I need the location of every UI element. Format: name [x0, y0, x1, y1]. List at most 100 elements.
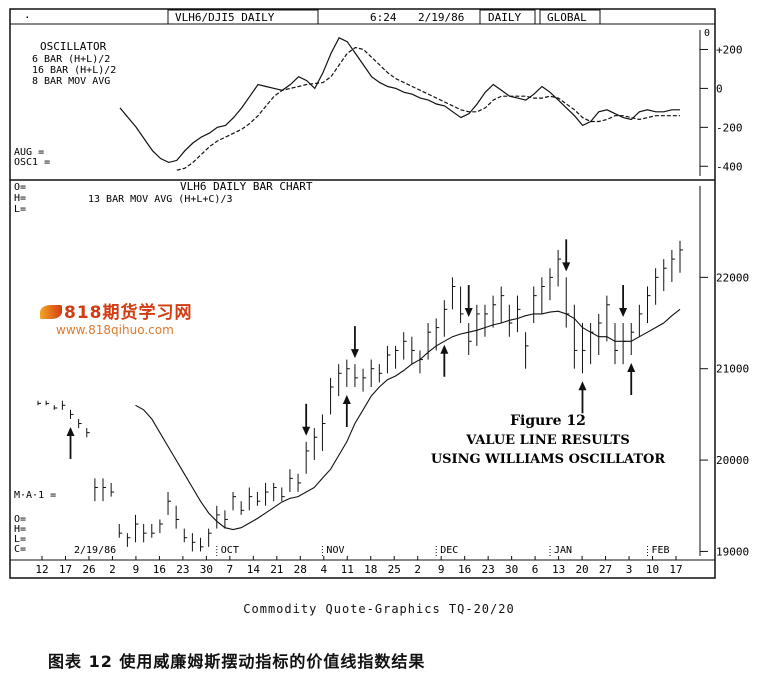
month-label: DEC	[440, 545, 458, 556]
watermark: 818期货学习网 www.818qihuo.com	[40, 298, 220, 337]
figure-number: Figure 12	[510, 413, 586, 429]
down-arrow-head	[350, 349, 359, 359]
x-tick-label: 28	[294, 563, 307, 576]
x-tick-label: 21	[270, 563, 283, 576]
price-o2-label: O=	[14, 514, 26, 525]
header-dot: ·	[24, 11, 31, 24]
osc-series-line	[176, 46, 680, 171]
price-tick-label: 21000	[716, 363, 749, 376]
price-tick-label: 20000	[716, 454, 749, 467]
osc-series-line	[119, 37, 680, 164]
down-arrow-head	[619, 308, 628, 318]
figure-title-1: VALUE LINE RESULTS	[465, 433, 629, 448]
watermark-logo: 818期货学习网	[40, 298, 220, 323]
header-period: DAILY	[488, 11, 521, 24]
x-tick-label: 13	[552, 563, 565, 576]
x-tick-label: 2	[109, 563, 116, 576]
outer-frame	[9, 8, 716, 579]
price-l2-label: L=	[14, 534, 26, 545]
x-tick-label: 23	[482, 563, 495, 576]
osc-aug: AUG =	[14, 147, 44, 158]
x-tick-label: 11	[341, 563, 354, 576]
x-tick-label: 14	[247, 563, 261, 576]
x-tick-label: 23	[176, 563, 189, 576]
x-tick-label: 3	[626, 563, 633, 576]
osc-tick-label: -200	[716, 121, 743, 134]
signal-arrows	[66, 239, 636, 459]
osc-zero-marker: 0	[704, 28, 710, 39]
price-tick-label: 19000	[716, 545, 749, 558]
figure-title-2: USING WILLIAMS OSCILLATOR	[431, 452, 666, 467]
x-tick-label: 26	[82, 563, 95, 576]
header-date: 2/19/86	[418, 11, 464, 24]
header-mode-box	[539, 9, 601, 25]
osc-tick-label: -400	[716, 160, 743, 173]
osc-osc1: OSC1 =	[14, 157, 50, 168]
x-tick-label: 30	[505, 563, 518, 576]
figure-caption: 图表 12 使用威廉姆斯摆动指标的价值线指数结果	[48, 652, 426, 671]
osc-title: OSCILLATOR	[40, 40, 107, 53]
osc-line2: 16 BAR (H+L)/2	[32, 65, 116, 76]
ma-label: M·A·1 =	[14, 490, 56, 501]
x-tick-label: 10	[646, 563, 659, 576]
month-label: JAN	[554, 545, 572, 556]
osc-line1: 6 BAR (H+L)/2	[32, 54, 110, 65]
x-tick-label: 17	[59, 563, 72, 576]
up-arrow-head	[578, 381, 587, 391]
price-c2-label: C=	[14, 544, 26, 555]
price-y-axis: 22000 21000 20000 19000	[699, 186, 749, 558]
watermark-logo-text: 818期货学习网	[64, 303, 193, 323]
up-arrow-head	[66, 426, 75, 436]
header-symbol: VLH6/DJI5 DAILY	[175, 11, 275, 24]
up-arrow-head	[342, 394, 351, 404]
price-h2-label: H=	[14, 524, 26, 535]
x-tick-label: 17	[669, 563, 682, 576]
x-tick-label: 16	[458, 563, 471, 576]
x-tick-label: 16	[153, 563, 166, 576]
moving-average-line	[135, 308, 681, 531]
x-tick-label: 6	[532, 563, 539, 576]
price-l-label: L=	[14, 204, 26, 215]
up-arrow-head	[440, 344, 449, 354]
start-date: 2/19/86	[74, 545, 116, 556]
x-tick-label: 4	[320, 563, 327, 576]
month-label: OCT	[221, 545, 239, 556]
x-tick-label: 30	[200, 563, 213, 576]
osc-tick-label: +200	[716, 43, 743, 56]
month-label: FEB	[651, 545, 669, 556]
x-tick-label: 25	[388, 563, 401, 576]
price-tick-label: 22000	[716, 271, 749, 284]
up-arrow-head	[627, 363, 636, 373]
header-time: 6:24	[370, 11, 397, 24]
month-label: NOV	[326, 545, 344, 556]
x-tick-label: 18	[364, 563, 377, 576]
osc-line3: 8 BAR MOV AVG	[32, 76, 110, 87]
oscillator-layer	[119, 37, 680, 171]
oscillator-y-axis: +200 0 -200 -400	[699, 30, 743, 176]
down-arrow-head	[562, 262, 571, 272]
x-axis-ticks: 12 17 26 2 9 16 23 30 7 14 21 28 4 11 18 25 2 9 16 23 30 6 13 2…	[35, 556, 683, 576]
header-period-box	[479, 9, 536, 25]
down-arrow-head	[464, 308, 473, 318]
price-title: VLH6 DAILY BAR CHART	[180, 180, 313, 193]
header-symbol-box	[167, 9, 319, 25]
down-arrow-head	[302, 426, 311, 436]
watermark-url: www.818qihuo.com	[56, 323, 174, 337]
osc-tick-label: 0	[716, 82, 723, 95]
price-o-label: O=	[14, 182, 26, 193]
price-subtitle: 13 BAR MOV AVG (H+L+C)/3	[88, 194, 233, 205]
x-tick-label: 27	[599, 563, 612, 576]
x-tick-label: 12	[35, 563, 48, 576]
price-h-label: H=	[14, 193, 26, 204]
x-tick-label: 2	[414, 563, 421, 576]
watermark-swoosh-icon	[40, 305, 62, 319]
source-credit: Commodity Quote-Graphics TQ-20/20	[243, 602, 515, 616]
month-markers: OCT NOV DEC JAN FEB	[216, 545, 670, 556]
x-tick-label: 9	[438, 563, 445, 576]
x-tick-label: 9	[133, 563, 140, 576]
x-tick-label: 7	[227, 563, 234, 576]
header-mode: GLOBAL	[547, 11, 587, 24]
x-tick-label: 20	[575, 563, 588, 576]
price-layer	[37, 240, 683, 552]
